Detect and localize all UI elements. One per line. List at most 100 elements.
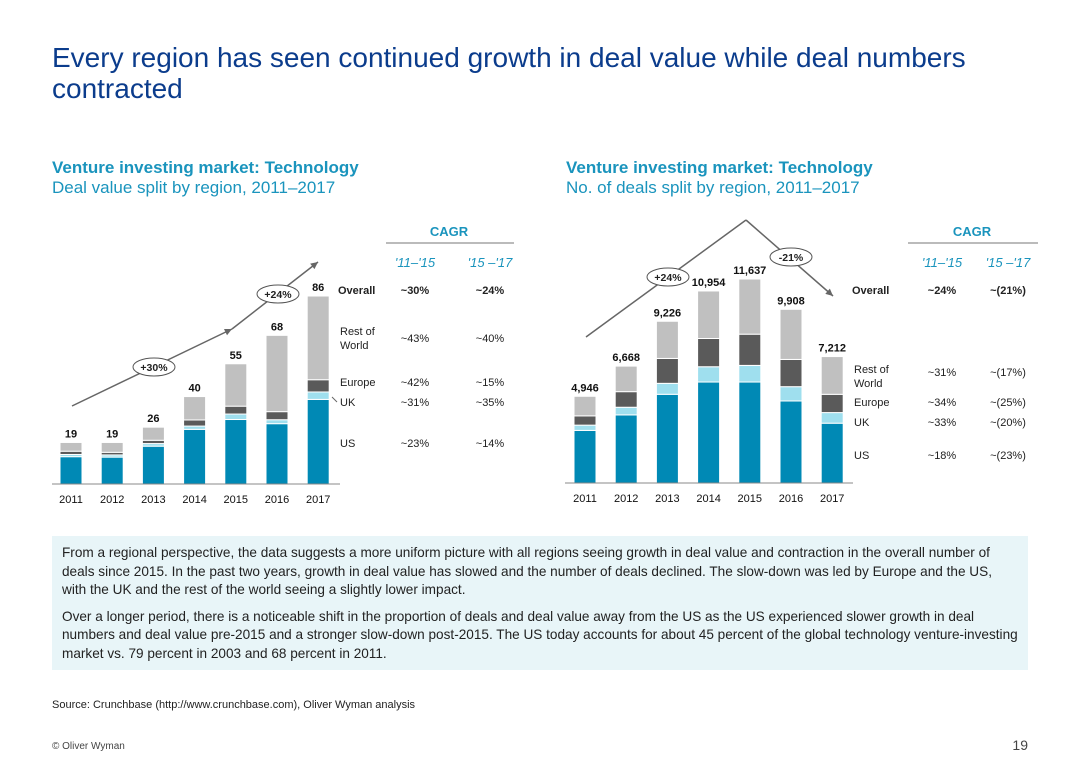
left-chart-subtitle: Deal value split by region, 2011–2017 [52,178,336,197]
bar-segment-uk [573,424,597,431]
x-tick-label: 2016 [779,493,803,505]
bar-segment-rest-of-world [655,320,679,359]
x-tick-label: 2015 [738,493,762,505]
cagr-value: ~43% [401,333,430,345]
legend-label-rest-of-world: Rest of [340,326,376,338]
bar-segment-rest-of-world [738,278,762,335]
bar-segment-us [614,414,638,484]
growth-annotation: +24% [264,289,292,301]
cagr-value: ~(17%) [990,367,1026,379]
arrow-head-icon [310,262,318,270]
legend-label-rest-of-world: Rest of [854,364,890,376]
data-label: 40 [188,383,200,395]
source-note: Source: Crunchbase (http://www.crunchbas… [52,699,416,711]
arrow-head-icon [224,328,232,336]
legend-label-rest-of-world: World [854,378,883,390]
x-tick-label: 2015 [224,494,248,506]
data-label: 68 [271,321,283,333]
right-chart-heading: Venture investing market: Technology No.… [566,158,873,198]
right-chart-heading-bold: Venture investing market: Technology [566,158,873,177]
cagr-value: ~24% [476,285,505,297]
cagr-header: CAGR [430,224,469,239]
cagr-header: CAGR [953,224,992,239]
bar-segment-uk [820,412,844,424]
bar-segment-us [738,381,762,484]
x-tick-label: 2013 [655,493,679,505]
cagr-period-label: '15 –'17 [468,255,513,270]
left-chart-heading-bold: Venture investing market: Technology [52,158,359,177]
legend-label-rest-of-world: World [340,340,369,352]
x-tick-label: 2017 [820,493,844,505]
cagr-value: ~18% [928,450,957,462]
bar-segment-uk [614,406,638,416]
bar-segment-europe [738,333,762,366]
bar-segment-rest-of-world [183,396,207,421]
x-tick-label: 2011 [59,494,83,506]
growth-annotation-bubble [646,267,690,287]
left-chart-heading: Venture investing market: Technology Dea… [52,158,359,198]
legend-label-us: US [340,438,355,450]
legend-label-uk: UK [854,417,870,429]
cagr-period-label: '15 –'17 [986,255,1031,270]
bar-segment-rest-of-world [614,365,638,393]
page-number: 19 [1012,737,1028,753]
x-tick-label: 2012 [614,493,638,505]
x-tick-label: 2013 [141,494,165,506]
growth-annotation: +30% [140,362,168,374]
bar-segment-europe [779,358,803,388]
cagr-value: ~30% [401,285,430,297]
bar-segment-uk [655,382,679,395]
legend-label-overall: Overall [338,285,375,297]
bar-segment-rest-of-world [265,334,289,413]
legend-label-uk: UK [340,397,356,409]
bar-segment-us [573,429,597,484]
cagr-value: ~31% [401,397,430,409]
cagr-value: ~15% [476,377,505,389]
data-label: 7,212 [818,343,846,355]
data-label: 4,946 [571,382,599,394]
legend-label-overall: Overall [852,285,889,297]
bar-segment-europe [820,393,844,414]
growth-annotation-bubble [769,247,813,267]
data-label: 10,954 [692,277,727,289]
bar-segment-us [820,422,844,484]
page-title: Every region has seen continued growth i… [52,42,966,104]
cagr-period-label: '11–'15 [395,255,436,270]
bar-segment-rest-of-world [59,441,83,452]
bar-segment-europe [655,357,679,384]
bar-segment-europe [573,415,597,426]
cagr-value: ~40% [476,333,505,345]
cagr-value: ~(25%) [990,397,1026,409]
data-label: 9,226 [654,307,682,319]
x-tick-label: 2017 [306,494,330,506]
bar-segment-rest-of-world [306,295,330,381]
cagr-value: ~23% [401,438,430,450]
commentary-paragraph-1: From a regional perspective, the data su… [62,545,992,597]
bar-segment-rest-of-world [100,441,124,453]
growth-annotation-bubble [132,357,176,377]
data-label: 19 [65,428,77,440]
cagr-period-label: '11–'15 [922,255,963,270]
bar-segment-rest-of-world [224,363,248,407]
copyright: © Oliver Wyman [52,741,125,752]
bar-segment-rest-of-world [779,308,803,360]
commentary-box: From a regional perspective, the data su… [52,536,1028,670]
legend-label-us: US [854,450,869,462]
x-tick-label: 2011 [573,493,597,505]
bar-segment-uk [697,366,721,383]
cagr-value: ~14% [476,438,505,450]
x-tick-label: 2014 [696,493,720,505]
cagr-value: ~34% [928,397,957,409]
cagr-value: ~(23%) [990,450,1026,462]
cagr-value: ~42% [401,377,430,389]
commentary-paragraph-2: Over a longer period, there is a noticea… [62,608,1018,661]
data-label: 55 [230,350,242,362]
data-label: 6,668 [612,352,640,364]
bar-segment-rest-of-world [573,395,597,417]
bar-segment-uk [738,364,762,383]
legend-label-europe: Europe [854,397,889,409]
bar-segment-europe [614,391,638,408]
